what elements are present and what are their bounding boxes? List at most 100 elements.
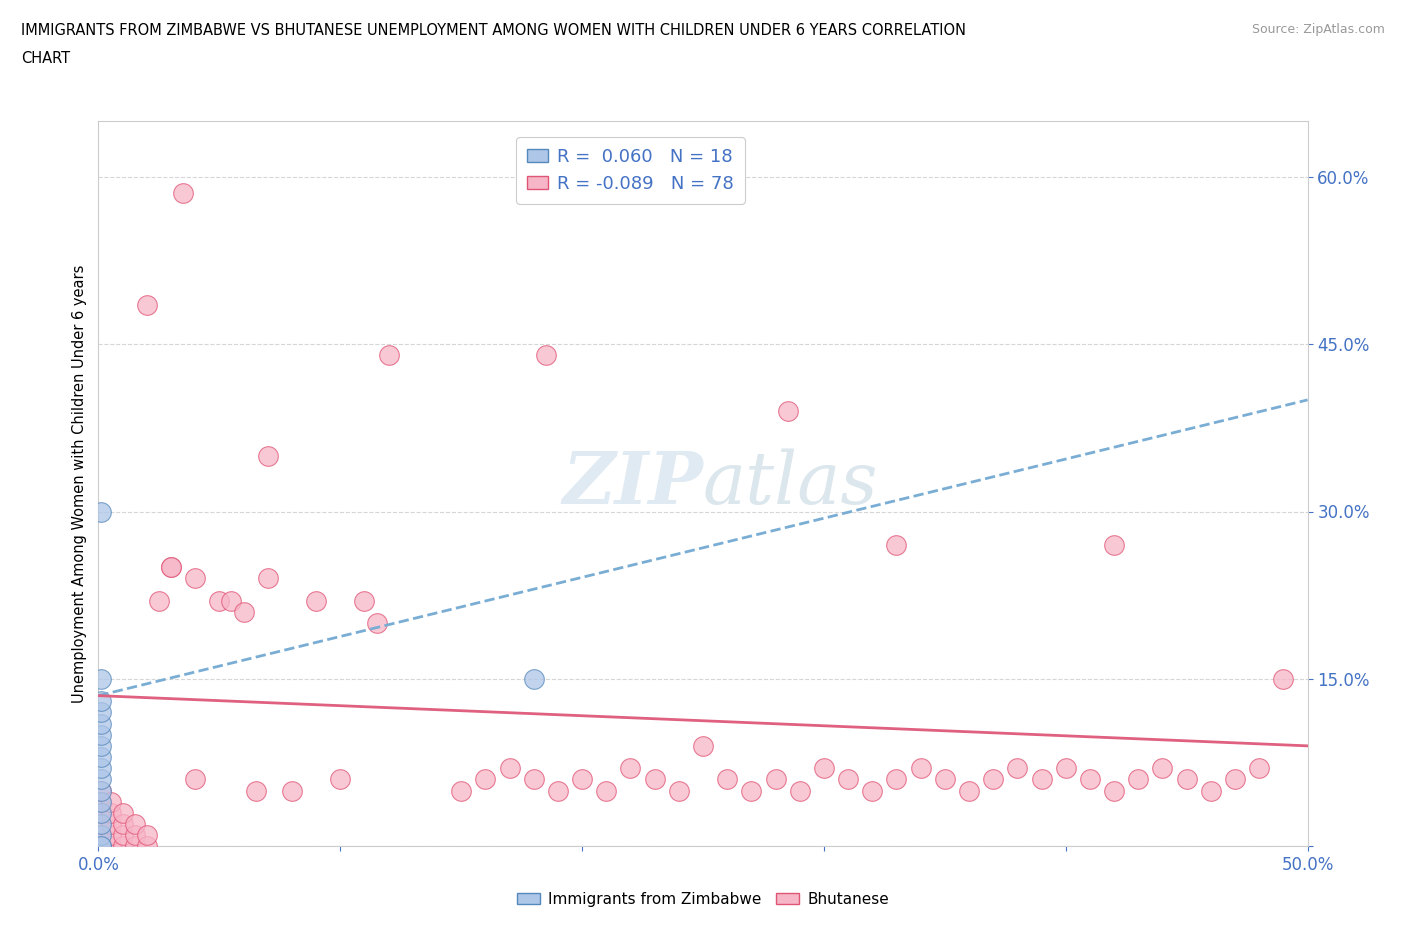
Point (957, 783, 980, 798)
Point (1175, 772, 1198, 787)
Point (474, 772, 496, 787)
Point (366, 616, 388, 631)
Point (135, 298, 157, 312)
Point (90, 817, 112, 831)
Point (100, 817, 122, 831)
Point (184, 571, 207, 586)
Point (90, 839, 112, 854)
Point (256, 571, 278, 586)
Point (90, 504, 112, 519)
Point (934, 772, 956, 787)
Point (1102, 538, 1125, 552)
Point (90, 794, 112, 809)
Point (547, 783, 569, 798)
Point (172, 186, 194, 201)
Legend: R =  0.060   N = 18, R = -0.089   N = 78: R = 0.060 N = 18, R = -0.089 N = 78 (516, 138, 745, 204)
Point (111, 817, 134, 831)
Point (813, 761, 835, 776)
Point (860, 783, 883, 798)
Point (90, 671, 112, 686)
Point (245, 783, 267, 798)
Point (776, 404, 799, 418)
Point (498, 761, 520, 776)
Point (668, 783, 690, 798)
Point (160, 560, 183, 575)
Point (90, 839, 112, 854)
Text: ZIP: ZIP (562, 448, 703, 519)
Point (111, 839, 134, 854)
Point (90, 705, 112, 720)
Point (1223, 772, 1246, 787)
Point (135, 828, 157, 843)
Point (1199, 783, 1222, 798)
Point (124, 828, 146, 843)
Point (1152, 761, 1174, 776)
Point (90, 783, 112, 798)
Point (571, 772, 593, 787)
Text: CHART: CHART (21, 51, 70, 66)
Point (716, 772, 738, 787)
Point (1007, 761, 1029, 776)
Point (377, 348, 399, 363)
Point (523, 671, 546, 686)
Point (523, 772, 546, 787)
Point (765, 772, 787, 787)
Point (740, 783, 762, 798)
Point (256, 448, 278, 463)
Point (135, 839, 157, 854)
Point (90, 716, 112, 731)
Text: atlas: atlas (703, 448, 879, 519)
Point (90, 761, 112, 776)
Point (90, 750, 112, 764)
Point (90, 694, 112, 709)
Point (1102, 783, 1125, 798)
Point (221, 593, 243, 608)
Point (90, 805, 112, 820)
Point (208, 593, 231, 608)
Point (1128, 772, 1150, 787)
Point (886, 538, 908, 552)
Point (1249, 761, 1271, 776)
Point (100, 828, 122, 843)
Point (595, 783, 617, 798)
Point (353, 593, 375, 608)
Point (644, 772, 666, 787)
Point (90, 817, 112, 831)
Point (534, 348, 557, 363)
Point (886, 772, 908, 787)
Point (100, 794, 122, 809)
Point (90, 783, 112, 798)
Point (90, 805, 112, 820)
Point (90, 727, 112, 742)
Point (1031, 772, 1053, 787)
Point (90, 738, 112, 753)
Point (90, 772, 112, 787)
Point (1078, 772, 1101, 787)
Point (90, 794, 112, 809)
Point (148, 593, 170, 608)
Point (981, 772, 1004, 787)
Y-axis label: Unemployment Among Women with Children Under 6 years: Unemployment Among Women with Children U… (72, 264, 87, 703)
Point (305, 593, 328, 608)
Point (232, 604, 254, 619)
Point (90, 828, 112, 843)
Point (1054, 761, 1077, 776)
Point (329, 772, 352, 787)
Point (619, 761, 641, 776)
Point (111, 805, 134, 820)
Point (160, 560, 183, 575)
Point (100, 805, 122, 820)
Point (124, 817, 146, 831)
Text: Source: ZipAtlas.com: Source: ZipAtlas.com (1251, 23, 1385, 36)
Legend: Immigrants from Zimbabwe, Bhutanese: Immigrants from Zimbabwe, Bhutanese (512, 886, 894, 913)
Point (789, 783, 811, 798)
Point (692, 738, 714, 753)
Point (90, 828, 112, 843)
Point (450, 783, 472, 798)
Point (124, 839, 146, 854)
Point (100, 839, 122, 854)
Point (184, 772, 207, 787)
Text: IMMIGRANTS FROM ZIMBABWE VS BHUTANESE UNEMPLOYMENT AMONG WOMEN WITH CHILDREN UND: IMMIGRANTS FROM ZIMBABWE VS BHUTANESE UN… (21, 23, 966, 38)
Point (910, 761, 932, 776)
Point (1272, 671, 1295, 686)
